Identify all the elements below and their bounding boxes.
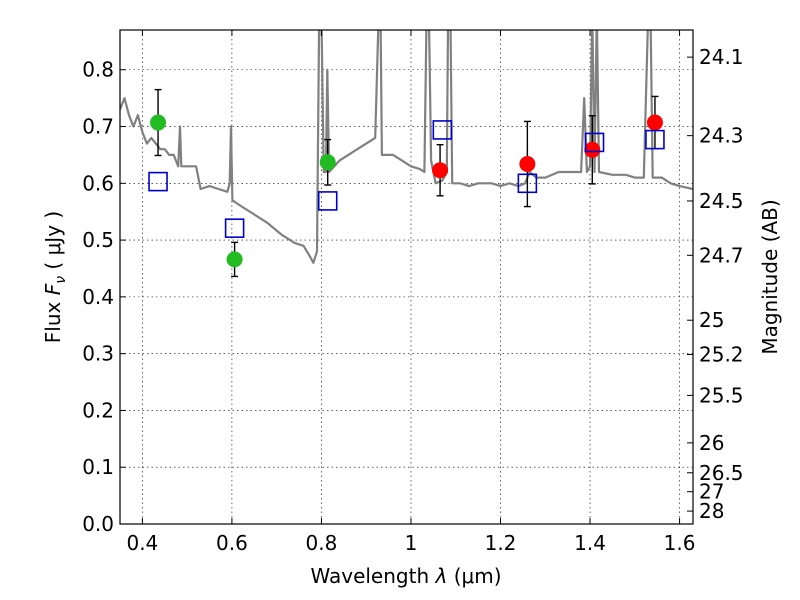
y2-tick-label: 26 [699, 431, 724, 455]
y2-axis-label: Magnitude (AB) [758, 199, 782, 354]
x-tick-label: 1.6 [664, 531, 696, 555]
data-point [226, 251, 243, 268]
model-point [317, 191, 338, 211]
model-point [148, 171, 168, 192]
y2-tick-label: 27 [699, 480, 724, 504]
x-tick-label: 0.4 [126, 531, 158, 555]
x-axis-label: Wavelength λ (μm) [310, 564, 501, 588]
model-point [584, 132, 605, 153]
y2-tick-label: 26.5 [699, 461, 744, 485]
ticks-layer: 0.4 0.6 0.8 1 1.2 1.4 1.6 0.0 0.1 0.2 0.3 0.4 0.5 0.6… [82, 30, 744, 555]
model-point [645, 129, 665, 150]
y2-tick-label: 28 [699, 499, 724, 523]
y2-tick-label: 24.5 [699, 189, 744, 213]
y-axis-label: Flux Fν ( μJy ) [41, 211, 69, 343]
model-point [432, 120, 453, 140]
model-point [224, 218, 245, 238]
y2-tick-label: 24.7 [699, 243, 744, 267]
y2-tick-label: 25.2 [699, 343, 744, 367]
grid [120, 30, 693, 525]
y-tick-label: 0.8 [82, 58, 114, 82]
y-tick-label: 0.1 [82, 455, 114, 479]
y2-tick-label: 25.5 [699, 383, 744, 407]
y-tick-label: 0.2 [82, 398, 114, 422]
spectrum-layer [120, 30, 693, 264]
y2-tick-label: 24.3 [699, 124, 744, 148]
y2-tick-label: 24.1 [699, 45, 744, 69]
y-tick-label: 0.5 [82, 228, 114, 252]
y-tick-label: 0.6 [82, 171, 114, 195]
y-tick-label: 0.0 [82, 512, 114, 536]
x-tick-label: 1.2 [485, 531, 517, 555]
marks-layer [148, 88, 665, 278]
x-tick-label: 1.4 [574, 531, 606, 555]
plot-frame [119, 29, 694, 525]
x-tick-label: 0.6 [216, 531, 248, 555]
plot-area [120, 30, 693, 524]
y2-tick-label: 25 [699, 308, 724, 332]
y-tick-label: 0.3 [82, 342, 114, 366]
data-point [646, 114, 663, 131]
data-point [432, 162, 449, 179]
y-tick-label: 0.4 [82, 285, 114, 309]
data-point [150, 114, 167, 131]
data-point [519, 156, 536, 173]
x-tick-label: 1 [405, 531, 418, 555]
x-tick-label: 0.8 [306, 531, 338, 555]
data-point [319, 154, 336, 171]
data-point [584, 141, 601, 158]
y-tick-label: 0.7 [82, 115, 114, 139]
model-point [517, 173, 538, 194]
spectrum-line [120, 30, 693, 264]
